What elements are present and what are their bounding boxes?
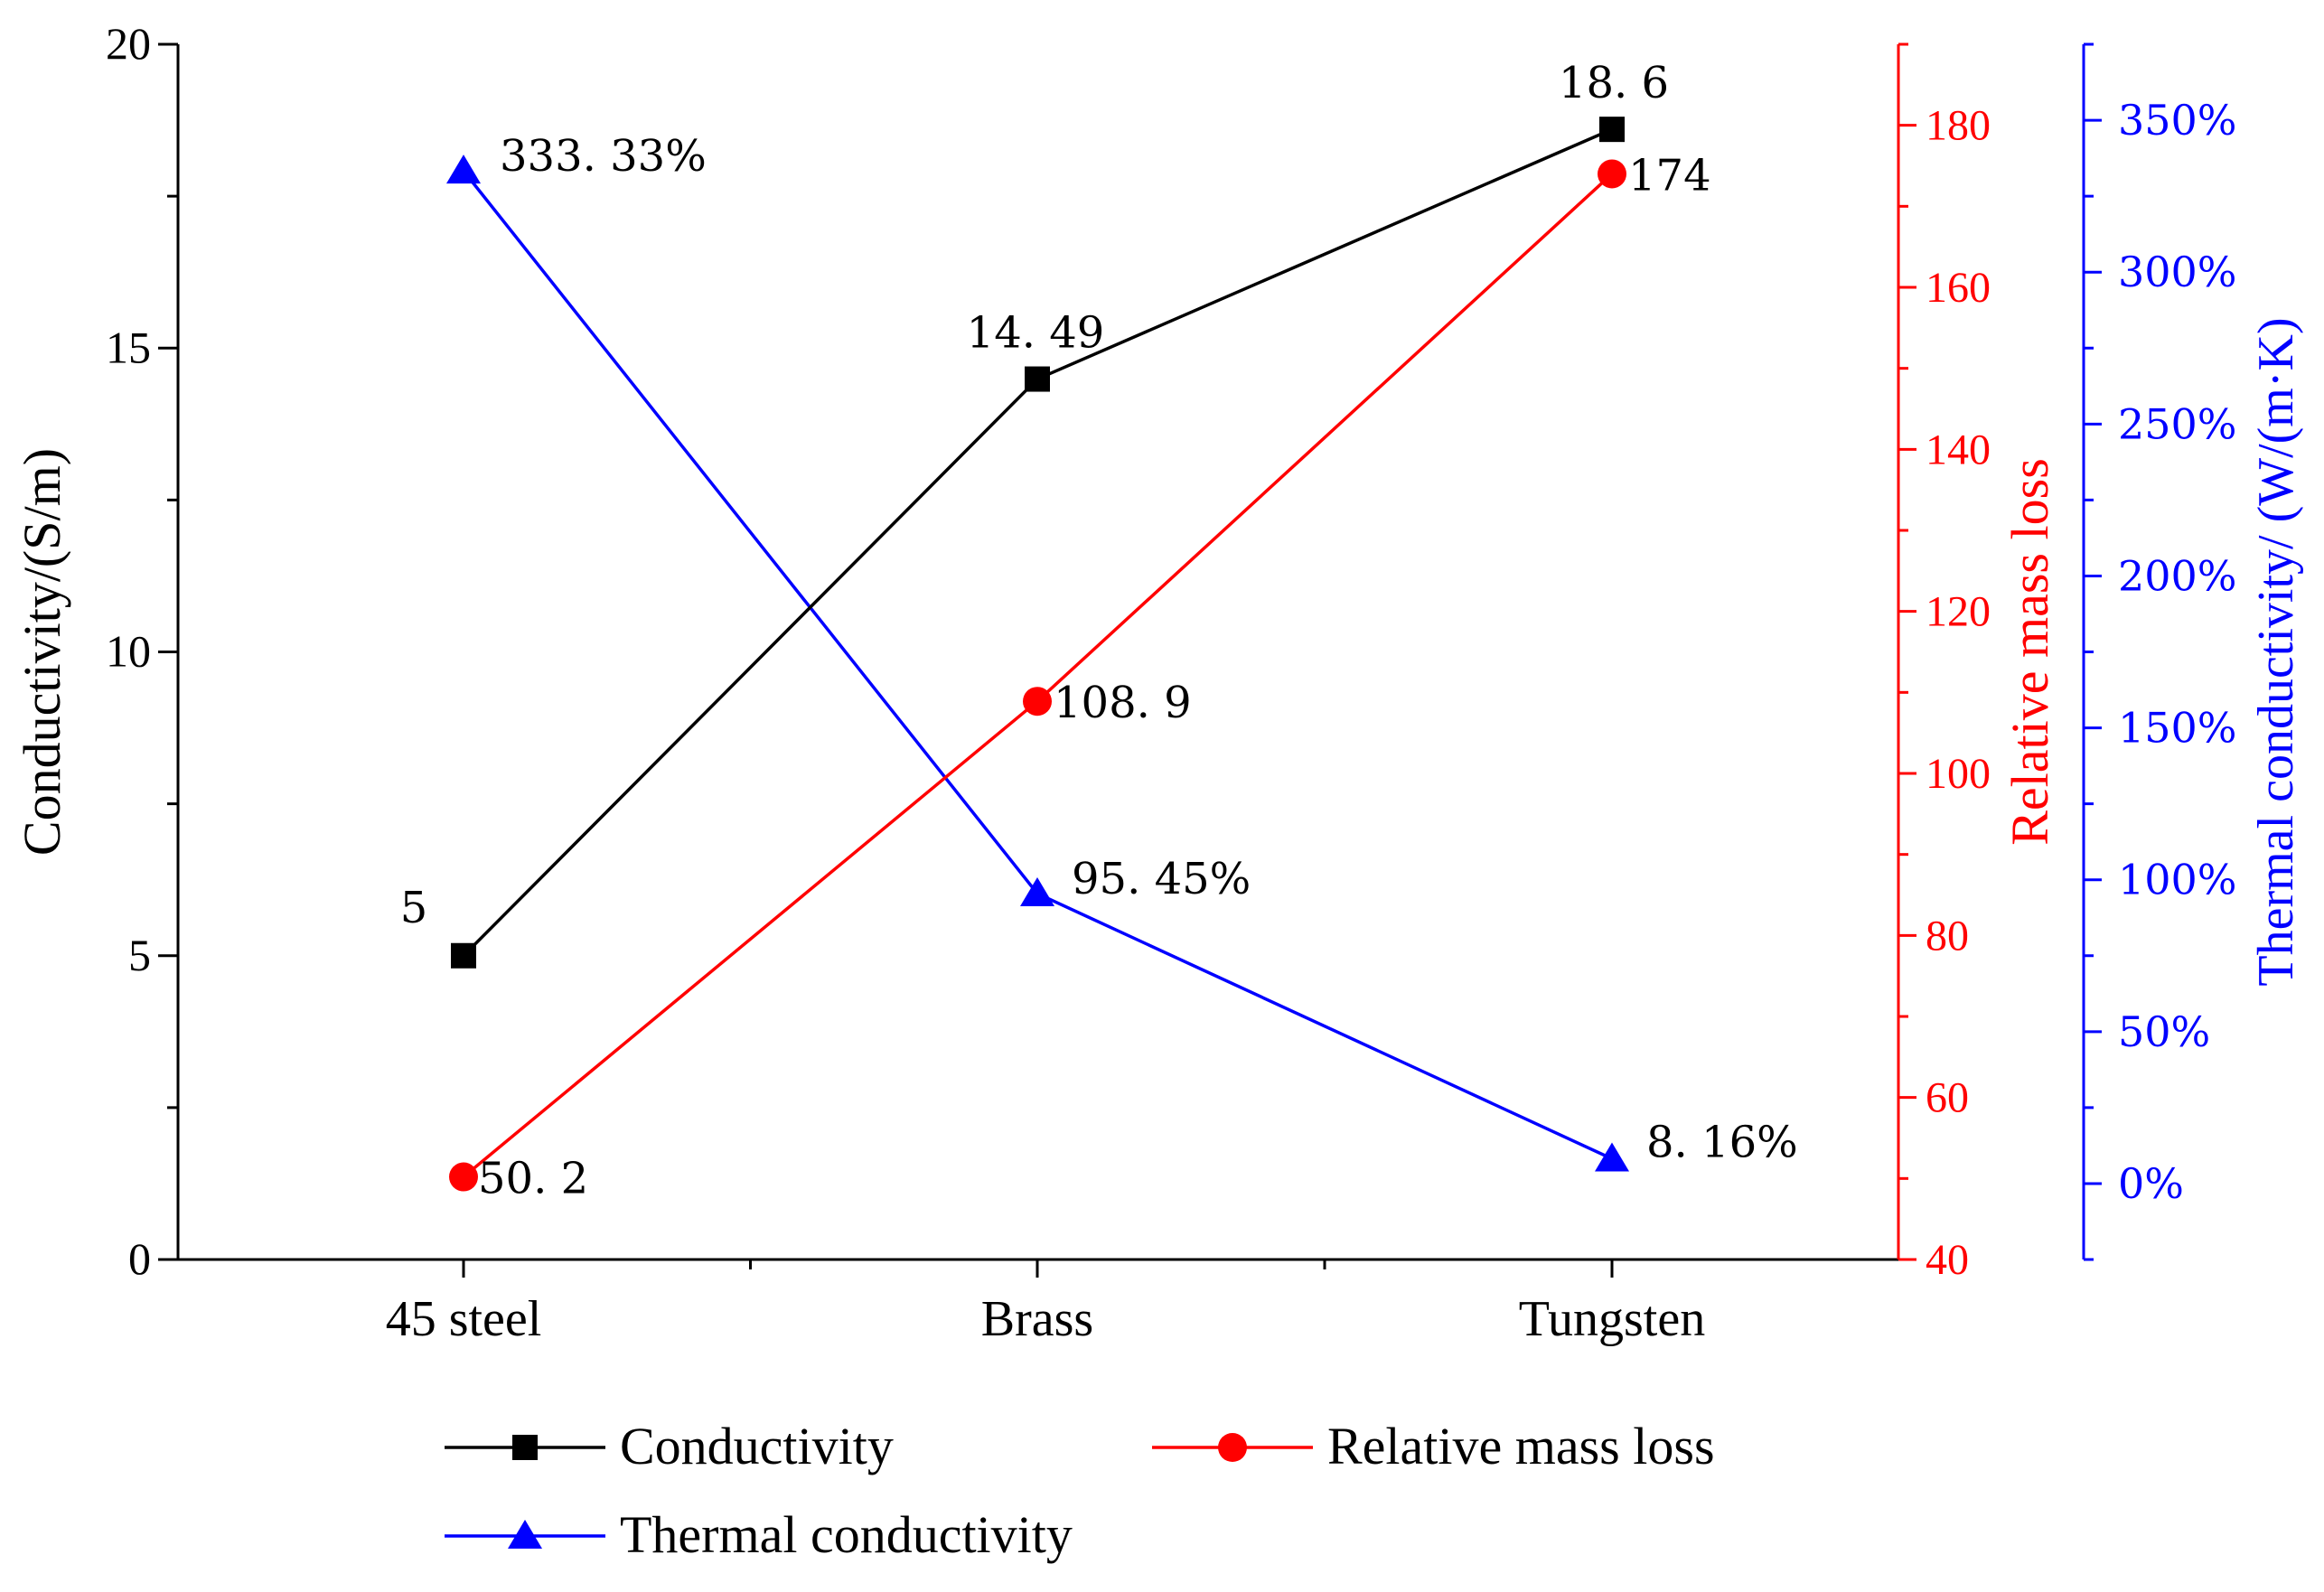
right2-axis-title: Thermal conductivity/ (W/(m·K) xyxy=(2248,317,2304,986)
right-axis-title: Relative mass loss xyxy=(2001,458,2059,846)
data-label: 174 xyxy=(1628,150,1711,201)
left-axis-tick-label: 15 xyxy=(106,322,151,372)
right-axis-tick-label: 60 xyxy=(1926,1074,1969,1122)
left-axis-title: Conductivity/(S/m) xyxy=(13,448,71,856)
right-axis-tick-label: 120 xyxy=(1926,588,1991,636)
legend-item: Relative mass loss xyxy=(1152,1417,1715,1475)
data-point-thermal-conductivity xyxy=(446,155,481,184)
data-point-thermal-conductivity xyxy=(1595,1142,1629,1172)
right2-axis-tick-label: 250% xyxy=(2118,399,2237,448)
data-point-relative-mass-loss xyxy=(1023,687,1052,716)
right-axis-tick-label: 100 xyxy=(1926,750,1991,798)
left-axis-tick-label: 20 xyxy=(106,18,151,69)
legend-label: Relative mass loss xyxy=(1327,1417,1715,1475)
legend-item: Thermal conductivity xyxy=(445,1505,1073,1564)
right-axis-tick-label: 160 xyxy=(1926,264,1991,312)
left-axis-tick-label: 5 xyxy=(128,930,151,980)
right2-axis-tick-label: 150% xyxy=(2118,704,2237,753)
right-axis-tick-label: 80 xyxy=(1926,912,1969,960)
data-label: 50. 2 xyxy=(478,1154,588,1204)
right2-axis-tick-label: 300% xyxy=(2118,248,2237,296)
right2-axis-tick-label: 350% xyxy=(2118,96,2237,145)
right2-axis-tick-label: 0% xyxy=(2118,1159,2184,1208)
right-axis-tick-label: 140 xyxy=(1926,426,1991,473)
x-axis-tick-label: 45 steel xyxy=(386,1291,542,1347)
data-label: 5 xyxy=(400,883,428,933)
right2-axis-tick-label: 200% xyxy=(2118,551,2237,600)
data-label: 8. 16% xyxy=(1646,1117,1798,1167)
data-point-conductivity xyxy=(451,942,476,969)
data-label: 18. 6 xyxy=(1559,58,1669,108)
data-point-conductivity xyxy=(1599,117,1625,143)
x-axis-tick-label: Brass xyxy=(981,1291,1093,1347)
left-axis-tick-label: 10 xyxy=(106,626,151,677)
left-axis-tick-label: 0 xyxy=(128,1233,151,1284)
data-label: 333. 33% xyxy=(500,131,707,182)
legend-label: Conductivity xyxy=(620,1417,894,1475)
data-point-conductivity xyxy=(1025,366,1050,392)
legend-marker xyxy=(1218,1433,1247,1462)
x-axis-tick-label: Tungsten xyxy=(1519,1291,1705,1347)
series-line-conductivity xyxy=(462,127,1613,957)
right-axis-tick-label: 180 xyxy=(1926,102,1991,150)
legend-item: Conductivity xyxy=(445,1417,894,1475)
data-point-thermal-conductivity xyxy=(1020,876,1054,906)
data-label: 95. 45% xyxy=(1072,854,1251,904)
legend-marker xyxy=(512,1435,538,1460)
data-label: 14. 49 xyxy=(967,308,1105,359)
right2-axis-tick-label: 50% xyxy=(2118,1007,2210,1056)
data-point-relative-mass-loss xyxy=(449,1162,478,1192)
data-point-relative-mass-loss xyxy=(1598,159,1626,189)
legend-marker xyxy=(508,1520,542,1549)
legend-label: Thermal conductivity xyxy=(620,1505,1073,1564)
data-label: 108. 9 xyxy=(1054,678,1192,728)
right2-axis-tick-label: 100% xyxy=(2118,856,2237,904)
right-axis-tick-label: 40 xyxy=(1926,1236,1969,1284)
